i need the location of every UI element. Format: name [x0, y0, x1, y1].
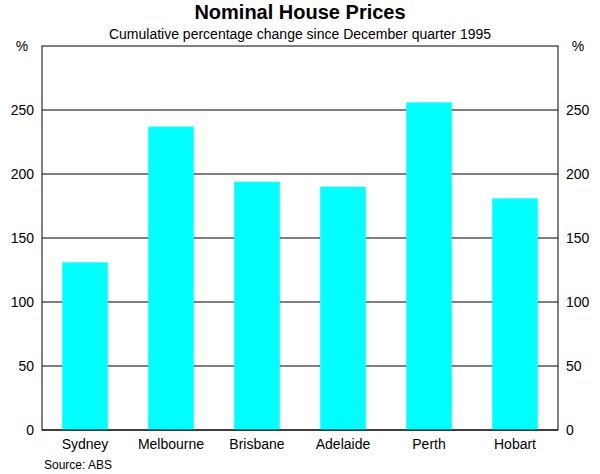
tick-label: 250: [566, 102, 590, 118]
axis-label: %: [572, 38, 584, 54]
tick-label: 100: [11, 294, 35, 310]
tick-label: 150: [11, 230, 35, 246]
grid-line: [42, 110, 558, 111]
title: Nominal House Prices: [194, 1, 405, 23]
axis-label: %: [16, 38, 28, 54]
bar: [320, 187, 366, 430]
grid-line: [42, 302, 558, 303]
tick-label: 100: [566, 294, 590, 310]
bars: [62, 102, 538, 430]
category-label: Hobart: [494, 436, 536, 452]
tick-label: 200: [11, 166, 35, 182]
tick-label: 250: [11, 102, 35, 118]
tick-label: 0: [566, 422, 574, 438]
grid-line: [42, 174, 558, 175]
bar: [492, 198, 538, 430]
frame: [42, 46, 558, 430]
bar: [234, 182, 280, 430]
category-label: Brisbane: [229, 436, 284, 452]
category-label: Perth: [412, 436, 445, 452]
tick-label: 50: [566, 358, 582, 374]
bar: [406, 102, 452, 430]
category-label: Melbourne: [138, 436, 204, 452]
tick-label: 200: [566, 166, 590, 182]
chart: Nominal House Prices Cumulative percentag…: [0, 0, 600, 474]
tick-label: 0: [26, 422, 34, 438]
category-label: Sydney: [62, 436, 109, 452]
subtitle: Cumulative percentage change since Decem…: [109, 26, 491, 42]
grid-line: [42, 366, 558, 367]
bar: [62, 262, 108, 430]
grid-line: [42, 238, 558, 239]
tick-label: 50: [18, 358, 34, 374]
source: Source: ABS: [44, 458, 112, 472]
bar: [148, 127, 194, 430]
category-label: Adelaide: [316, 436, 371, 452]
tick-label: 150: [566, 230, 590, 246]
